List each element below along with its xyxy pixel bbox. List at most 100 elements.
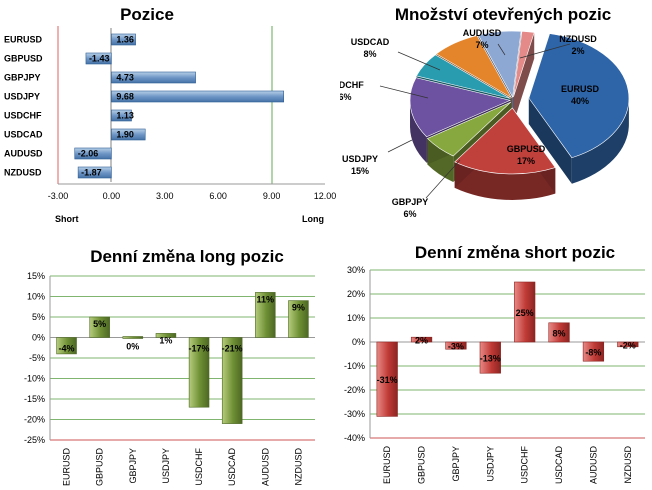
y-tick-label: 5% [32,312,45,322]
y-tick-label: 10% [347,313,365,323]
category-label: USDCHF [520,445,530,483]
data-label: 1.90 [116,130,134,140]
bar [111,71,196,84]
pie-slice-label: USDJPY [342,154,378,164]
data-label: 1.13 [116,111,134,121]
pie-slice-side [571,98,629,184]
pie-slice [409,77,511,138]
bar [255,292,276,338]
pie-slice-percent: 15% [351,166,369,176]
bar [376,341,398,417]
y-tick-label: 0% [32,333,45,343]
y-tick-label: -25% [24,435,45,445]
bar [89,316,110,338]
category-label: EURUSD [62,448,72,487]
pie-leader-line [425,159,461,199]
bar [479,341,501,374]
category-label: AUDUSD [588,446,598,485]
category-label: USDJPY [4,92,40,102]
pie-slice-label: GBPUSD [507,144,546,154]
pie-slice [416,54,511,99]
category-label: GBPUSD [417,446,427,485]
positions-chart: Pozice EURUSD GBPUSD GBPJPY USDJPY USDCHF USD… [4,5,337,224]
pie-leader-line [497,43,506,56]
bar [617,341,639,348]
bar [85,52,112,65]
x-tick-label: -3.00 [48,191,69,201]
y-tick-label: 30% [347,265,365,275]
pie-slice-percent: 6% [403,209,416,219]
data-label: -21% [222,344,243,354]
category-label: USDCHF [194,447,204,485]
data-label: 0% [126,342,139,352]
pie-slice [426,101,512,157]
data-label: 8% [553,328,566,338]
data-label: -4% [59,344,75,354]
long-label: Long [302,214,324,224]
bar [77,166,112,179]
bar [514,281,536,343]
y-tick-label: -10% [24,374,45,384]
x-tick-label: 3.00 [156,191,174,201]
bar [122,336,144,339]
category-label: GBPJPY [128,448,138,484]
y-tick-label: -40% [344,433,365,443]
category-label: USDCAD [554,446,564,485]
x-tick-label: 9.00 [263,191,281,201]
pie-slice-label: GBPJPY [392,197,429,207]
pie-slice [477,30,522,98]
y-tick-label: -20% [24,415,45,425]
data-label: 9% [292,303,305,313]
pie-slice-percent: 17% [517,156,535,166]
category-label: GBPUSD [95,448,105,487]
pie-slice [435,35,513,99]
pie-slice-side [454,161,556,200]
data-label: 5% [93,319,106,329]
pie-slice-percent: 40% [571,96,589,106]
data-label: -31% [377,375,398,385]
pie-leader-line [397,51,441,71]
daily-long-change-chart: Denní změna long pozic -4% 5% 0% 1% -17% -21%… [24,247,315,487]
y-tick-label: -5% [29,353,45,363]
data-label: 1% [159,335,172,345]
y-tick-label: -20% [344,385,365,395]
pie-slice-percent: 8% [363,49,376,59]
y-tick-label: -30% [344,409,365,419]
pie-slice-label: NZDUSD [559,34,597,44]
category-label: USDCAD [227,448,237,487]
pie-slice-percent: 2% [571,46,584,56]
y-tick-label: -10% [344,361,365,371]
pie-leader-line [379,85,429,99]
y-tick-label: -15% [24,394,45,404]
bar [221,337,243,424]
pie-leader-line [387,139,413,153]
bar [188,337,210,408]
pie-slice [528,33,630,159]
data-label: 9.68 [116,92,134,102]
data-label: 2% [415,336,428,346]
category-label: GBPUSD [4,54,43,64]
bar [56,337,77,355]
data-label: -17% [189,344,210,354]
bar [548,322,570,343]
category-label: NZDUSD [4,168,42,178]
data-label: -2.06 [78,149,99,159]
pie-leader-line [519,43,571,59]
pie-slice-wall [528,98,572,184]
data-label: -8% [585,348,601,358]
x-tick-label: 0.00 [103,191,121,201]
category-label: USDCAD [4,130,43,140]
bar [74,147,112,160]
category-label: NZDUSD [623,446,633,484]
open-positions-pie-chart: Množství otevřených pozic EURUSD 40% GBPUS… [340,5,630,219]
chart-title: Denní změna short pozic [415,243,615,262]
data-label: -13% [480,354,501,364]
pie-slice [454,107,556,175]
bar [111,90,285,103]
x-tick-label: 12.00 [314,191,337,201]
category-label: USDJPY [485,446,495,482]
short-label: Short [55,214,79,224]
chart-title: Pozice [120,5,174,24]
bar [111,109,132,122]
y-tick-label: 10% [27,292,45,302]
